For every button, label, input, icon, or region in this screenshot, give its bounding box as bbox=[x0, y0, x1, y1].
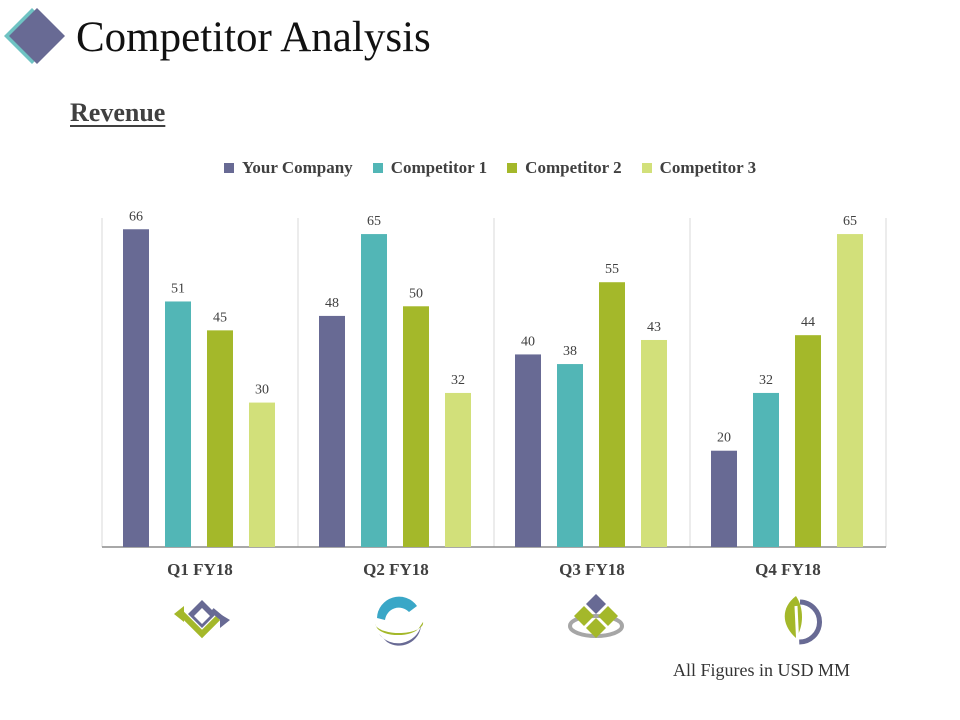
legend-label: Competitor 1 bbox=[390, 158, 488, 177]
data-label: 32 bbox=[451, 373, 465, 388]
arrows-exchange-icon bbox=[174, 600, 230, 639]
data-label: 65 bbox=[843, 214, 857, 229]
bar-1-4 bbox=[711, 450, 737, 547]
bar-3-3 bbox=[599, 282, 625, 547]
section-heading: Revenue bbox=[70, 98, 166, 127]
bar-2-1 bbox=[165, 301, 191, 547]
x-tick-label: Q4 FY18 bbox=[755, 560, 821, 579]
x-tick-label: Q3 FY18 bbox=[559, 560, 625, 579]
bar-2-4 bbox=[753, 392, 779, 547]
bar-4-3 bbox=[641, 339, 667, 547]
bar-4-1 bbox=[249, 402, 275, 547]
data-label: 50 bbox=[409, 286, 423, 301]
legend-item-competitor-1: Competitor 1 bbox=[372, 158, 488, 178]
legend-swatch bbox=[224, 163, 234, 173]
legend-label: Your Company bbox=[242, 158, 353, 177]
data-label: 32 bbox=[759, 373, 773, 388]
legend-swatch bbox=[372, 163, 383, 173]
bar-3-4 bbox=[795, 335, 821, 547]
bar-3-1 bbox=[207, 330, 233, 547]
data-label: 38 bbox=[563, 344, 577, 359]
legend-swatch bbox=[507, 163, 518, 173]
swirl-globe-icon bbox=[375, 596, 424, 646]
data-label: 48 bbox=[325, 296, 339, 311]
title-diamond-icon bbox=[4, 8, 65, 64]
legend-item-competitor-3: Competitor 3 bbox=[641, 158, 757, 178]
bar-4-2 bbox=[445, 392, 471, 547]
legend-label: Competitor 2 bbox=[525, 158, 622, 177]
footnote: All Figures in USD MM bbox=[672, 660, 850, 680]
data-label: 43 bbox=[647, 320, 661, 335]
x-tick-label: Q2 FY18 bbox=[363, 560, 429, 579]
data-label: 40 bbox=[521, 334, 535, 349]
data-label: 66 bbox=[129, 209, 143, 224]
x-tick-label: Q1 FY18 bbox=[167, 560, 233, 579]
diamond-cluster-icon bbox=[568, 594, 624, 638]
bar-4-4 bbox=[837, 234, 863, 548]
data-label: 20 bbox=[717, 431, 731, 446]
legend-item-your-company: Your Company bbox=[224, 158, 353, 178]
bar-3-2 bbox=[403, 306, 429, 547]
data-label: 65 bbox=[367, 214, 381, 229]
legend-label: Competitor 3 bbox=[659, 158, 757, 177]
bar-1-1 bbox=[123, 229, 149, 547]
legend-swatch bbox=[641, 163, 652, 173]
data-label: 45 bbox=[213, 310, 227, 325]
bar-1-3 bbox=[515, 354, 541, 547]
page-title: Competitor Analysis bbox=[76, 14, 431, 61]
bar-2-3 bbox=[557, 364, 583, 547]
data-label: 30 bbox=[255, 383, 269, 398]
data-label: 51 bbox=[171, 281, 185, 296]
data-label: 55 bbox=[605, 262, 619, 277]
bar-2-2 bbox=[361, 234, 387, 548]
leaf-circle-icon bbox=[784, 596, 822, 649]
data-label: 44 bbox=[801, 315, 815, 330]
chart-legend: Your Company Competitor 1 Competitor 2 C… bbox=[224, 158, 756, 178]
legend-item-competitor-2: Competitor 2 bbox=[507, 158, 622, 178]
bar-1-2 bbox=[319, 315, 345, 547]
